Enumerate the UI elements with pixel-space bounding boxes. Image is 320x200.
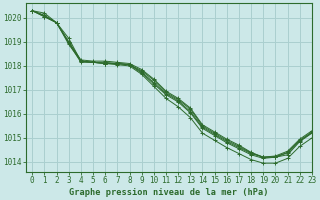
X-axis label: Graphe pression niveau de la mer (hPa): Graphe pression niveau de la mer (hPa) — [69, 188, 269, 197]
